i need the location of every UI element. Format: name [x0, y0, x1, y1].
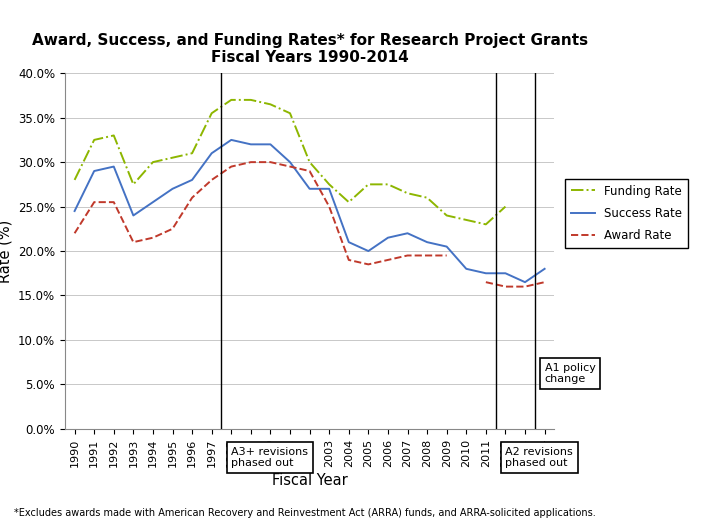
- Award Rate: [109, 199, 118, 205]
- Funding Rate: [129, 181, 138, 187]
- Award Rate: [482, 279, 490, 285]
- Success Rate: [266, 141, 275, 147]
- Award Rate: [286, 163, 294, 169]
- Text: A2 revisions
phased out: A2 revisions phased out: [505, 447, 573, 468]
- Funding Rate: [384, 181, 392, 187]
- Funding Rate: [286, 110, 294, 117]
- Success Rate: [482, 270, 490, 276]
- Award Rate: [403, 252, 412, 258]
- Funding Rate: [501, 203, 510, 210]
- Success Rate: [168, 186, 177, 192]
- Funding Rate: [71, 177, 79, 183]
- Funding Rate: [364, 181, 373, 187]
- Success Rate: [462, 266, 471, 272]
- Funding Rate: [168, 155, 177, 161]
- Funding Rate: [482, 221, 490, 228]
- Award Rate: [344, 257, 353, 263]
- Funding Rate: [442, 212, 451, 219]
- Award Rate: [521, 283, 529, 290]
- Funding Rate: [246, 97, 255, 103]
- Line: Award Rate: Award Rate: [75, 162, 544, 287]
- Text: *Excludes awards made with American Recovery and Reinvestment Act (ARRA) funds, : *Excludes awards made with American Reco…: [14, 508, 596, 518]
- Success Rate: [148, 199, 157, 205]
- Text: A3+ revisions
phased out: A3+ revisions phased out: [231, 447, 308, 468]
- Success Rate: [325, 186, 333, 192]
- Success Rate: [71, 208, 79, 214]
- Success Rate: [227, 137, 235, 143]
- Award Rate: [501, 283, 510, 290]
- Award Rate: [207, 177, 216, 183]
- Funding Rate: [227, 97, 235, 103]
- X-axis label: Fiscal Year: Fiscal Year: [271, 472, 348, 487]
- Funding Rate: [325, 181, 333, 187]
- Success Rate: [188, 177, 197, 183]
- Award Rate: [540, 279, 549, 285]
- Success Rate: [364, 248, 373, 254]
- Award Rate: [129, 239, 138, 245]
- Funding Rate: [109, 132, 118, 139]
- Y-axis label: Rate (%): Rate (%): [0, 220, 12, 282]
- Success Rate: [501, 270, 510, 276]
- Funding Rate: [540, 426, 549, 432]
- Award Rate: [71, 230, 79, 236]
- Success Rate: [521, 279, 529, 285]
- Funding Rate: [344, 199, 353, 205]
- Success Rate: [90, 168, 99, 174]
- Success Rate: [109, 163, 118, 169]
- Award Rate: [246, 159, 255, 165]
- Award Rate: [423, 252, 431, 258]
- Success Rate: [442, 244, 451, 250]
- Success Rate: [129, 212, 138, 219]
- Success Rate: [384, 234, 392, 241]
- Success Rate: [540, 266, 549, 272]
- Success Rate: [305, 186, 314, 192]
- Success Rate: [286, 159, 294, 165]
- Funding Rate: [188, 150, 197, 156]
- Funding Rate: [403, 190, 412, 196]
- Award Rate: [325, 203, 333, 210]
- Line: Success Rate: Success Rate: [75, 140, 544, 282]
- Legend: Funding Rate, Success Rate, Award Rate: Funding Rate, Success Rate, Award Rate: [565, 179, 688, 248]
- Success Rate: [207, 150, 216, 156]
- Award Rate: [266, 159, 275, 165]
- Funding Rate: [305, 159, 314, 165]
- Text: A1 policy
change: A1 policy change: [544, 363, 595, 384]
- Funding Rate: [266, 101, 275, 107]
- Award Rate: [305, 168, 314, 174]
- Success Rate: [403, 230, 412, 236]
- Success Rate: [246, 141, 255, 147]
- Title: Award, Success, and Funding Rates* for Research Project Grants
Fiscal Years 1990: Award, Success, and Funding Rates* for R…: [32, 33, 588, 65]
- Funding Rate: [207, 110, 216, 117]
- Funding Rate: [423, 195, 431, 201]
- Award Rate: [364, 261, 373, 267]
- Award Rate: [462, 426, 471, 432]
- Award Rate: [188, 195, 197, 201]
- Line: Funding Rate: Funding Rate: [75, 100, 505, 224]
- Award Rate: [442, 252, 451, 258]
- Award Rate: [168, 225, 177, 232]
- Funding Rate: [521, 426, 529, 432]
- Award Rate: [148, 234, 157, 241]
- Funding Rate: [148, 159, 157, 165]
- Award Rate: [90, 199, 99, 205]
- Award Rate: [384, 257, 392, 263]
- Success Rate: [423, 239, 431, 245]
- Funding Rate: [90, 137, 99, 143]
- Funding Rate: [462, 217, 471, 223]
- Award Rate: [227, 163, 235, 169]
- Success Rate: [344, 239, 353, 245]
